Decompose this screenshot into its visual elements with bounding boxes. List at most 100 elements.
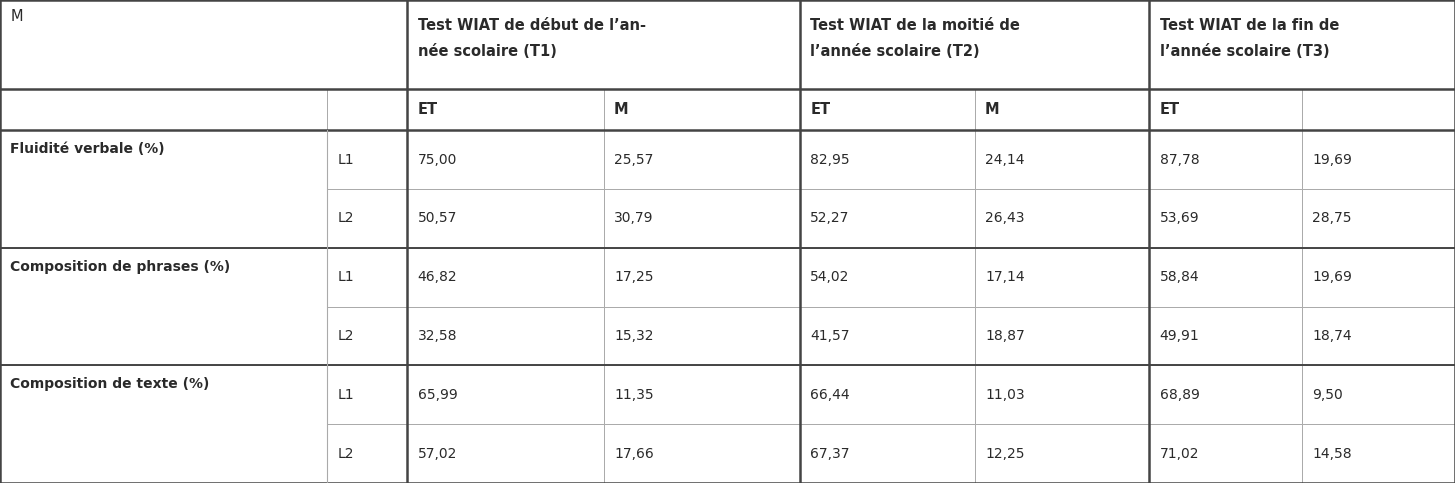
Text: 68,89: 68,89	[1160, 388, 1199, 402]
Text: Fluidité verbale (%): Fluidité verbale (%)	[10, 142, 164, 156]
Text: 65,99: 65,99	[418, 388, 457, 402]
Text: L2: L2	[338, 447, 354, 461]
Bar	[604, 365, 800, 424]
Text: ET: ET	[1160, 102, 1180, 117]
Bar	[975, 189, 1149, 248]
Text: Test WIAT de la fin de: Test WIAT de la fin de	[1160, 18, 1339, 33]
Text: 52,27: 52,27	[810, 212, 850, 226]
Text: 53,69: 53,69	[1160, 212, 1199, 226]
Bar	[800, 365, 975, 424]
Text: 66,44: 66,44	[810, 388, 850, 402]
Text: 28,75: 28,75	[1312, 212, 1352, 226]
Bar	[800, 189, 975, 248]
Bar	[975, 89, 1149, 130]
Bar	[407, 130, 604, 189]
Bar	[0, 89, 327, 130]
Bar	[407, 0, 800, 89]
Text: 32,58: 32,58	[418, 329, 457, 343]
Text: 75,00: 75,00	[418, 153, 457, 167]
Bar	[1302, 248, 1455, 307]
Bar	[1149, 424, 1302, 483]
Text: 49,91: 49,91	[1160, 329, 1199, 343]
Text: 25,57: 25,57	[614, 153, 653, 167]
Bar	[1149, 307, 1302, 365]
Text: Composition de texte (%): Composition de texte (%)	[10, 377, 210, 391]
Text: 82,95: 82,95	[810, 153, 850, 167]
Bar	[604, 89, 800, 130]
Bar	[407, 307, 604, 365]
Bar	[327, 189, 407, 248]
Text: L1: L1	[338, 388, 354, 402]
Bar	[1149, 0, 1455, 89]
Text: 58,84: 58,84	[1160, 270, 1199, 284]
Bar	[800, 0, 1149, 89]
Bar	[0, 130, 327, 248]
Bar	[800, 89, 975, 130]
Text: 50,57: 50,57	[418, 212, 457, 226]
Bar	[1149, 248, 1302, 307]
Bar	[0, 365, 327, 483]
Text: 18,74: 18,74	[1312, 329, 1352, 343]
Bar	[407, 89, 604, 130]
Text: 54,02: 54,02	[810, 270, 850, 284]
Text: Test WIAT de la moitié de: Test WIAT de la moitié de	[810, 18, 1020, 33]
Bar	[1149, 189, 1302, 248]
Bar	[407, 248, 604, 307]
Text: 15,32: 15,32	[614, 329, 653, 343]
Bar	[327, 130, 407, 189]
Text: l’année scolaire (T2): l’année scolaire (T2)	[810, 44, 981, 59]
Text: 24,14: 24,14	[985, 153, 1024, 167]
Text: 71,02: 71,02	[1160, 447, 1199, 461]
Text: Test WIAT de début de l’an-: Test WIAT de début de l’an-	[418, 18, 646, 33]
Bar	[327, 424, 407, 483]
Bar	[1302, 130, 1455, 189]
Bar	[800, 424, 975, 483]
Text: 46,82: 46,82	[418, 270, 457, 284]
Bar	[327, 365, 407, 424]
Bar	[800, 248, 975, 307]
Text: M: M	[614, 102, 629, 117]
Text: 30,79: 30,79	[614, 212, 653, 226]
Text: M: M	[985, 102, 1000, 117]
Text: L2: L2	[338, 329, 354, 343]
Text: 17,14: 17,14	[985, 270, 1024, 284]
Bar	[1149, 130, 1302, 189]
Text: Composition de phrases (%): Composition de phrases (%)	[10, 260, 230, 274]
Text: L2: L2	[338, 212, 354, 226]
Bar	[1302, 365, 1455, 424]
Bar	[407, 424, 604, 483]
Text: 41,57: 41,57	[810, 329, 850, 343]
Bar	[1149, 89, 1302, 130]
Bar	[975, 365, 1149, 424]
Bar	[1302, 424, 1455, 483]
Bar	[407, 189, 604, 248]
Text: 19,69: 19,69	[1312, 153, 1352, 167]
Text: 11,35: 11,35	[614, 388, 653, 402]
Bar	[327, 89, 407, 130]
Bar	[604, 248, 800, 307]
Text: née scolaire (T1): née scolaire (T1)	[418, 44, 556, 59]
Text: l’année scolaire (T3): l’année scolaire (T3)	[1160, 44, 1330, 59]
Text: M: M	[10, 9, 23, 25]
Bar	[975, 307, 1149, 365]
Bar	[975, 424, 1149, 483]
Bar	[800, 307, 975, 365]
Bar	[407, 365, 604, 424]
Bar	[975, 130, 1149, 189]
Bar	[1302, 307, 1455, 365]
Bar	[604, 189, 800, 248]
Bar	[1302, 89, 1455, 130]
Bar	[800, 130, 975, 189]
Bar	[0, 248, 327, 365]
Text: L1: L1	[338, 153, 354, 167]
Bar	[0, 0, 407, 89]
Bar	[327, 307, 407, 365]
Text: 14,58: 14,58	[1312, 447, 1352, 461]
Bar	[604, 424, 800, 483]
Bar	[604, 130, 800, 189]
Text: 11,03: 11,03	[985, 388, 1024, 402]
Bar	[604, 307, 800, 365]
Text: 18,87: 18,87	[985, 329, 1024, 343]
Text: ET: ET	[810, 102, 831, 117]
Text: L1: L1	[338, 270, 354, 284]
